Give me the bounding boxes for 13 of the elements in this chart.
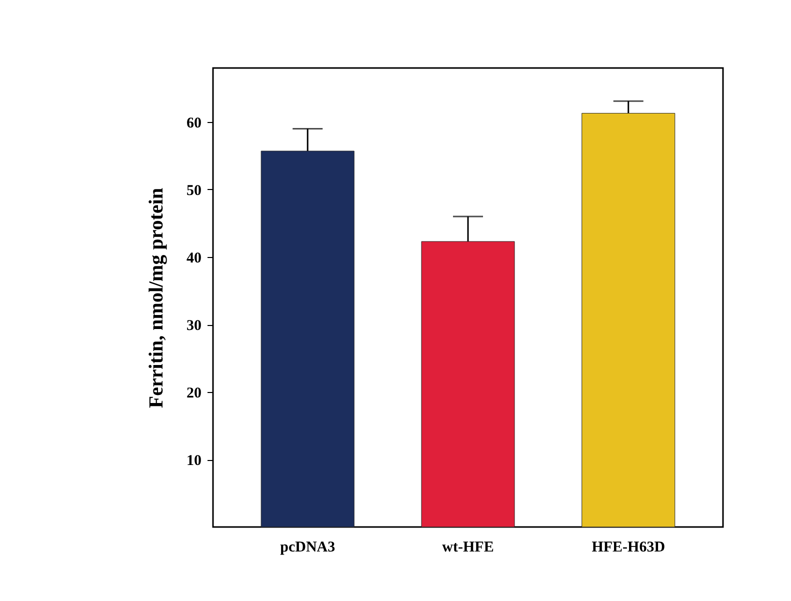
y-tick-label: 50	[186, 183, 202, 199]
bar	[421, 241, 515, 528]
y-tick-label: 10	[186, 453, 202, 469]
y-tick-label: 30	[186, 318, 202, 334]
y-tick-label: 20	[186, 386, 202, 402]
bar	[260, 150, 354, 528]
x-tick-label: HFE-H63D	[592, 540, 666, 556]
y-tick-label: 40	[186, 250, 202, 266]
y-axis-title: Ferritin, nmol/mg protein	[146, 188, 168, 408]
x-tick-label: wt-HFE	[442, 540, 494, 556]
bar	[582, 112, 676, 528]
y-tick-label: 60	[186, 116, 202, 132]
x-tick-label: pcDNA3	[280, 540, 336, 556]
